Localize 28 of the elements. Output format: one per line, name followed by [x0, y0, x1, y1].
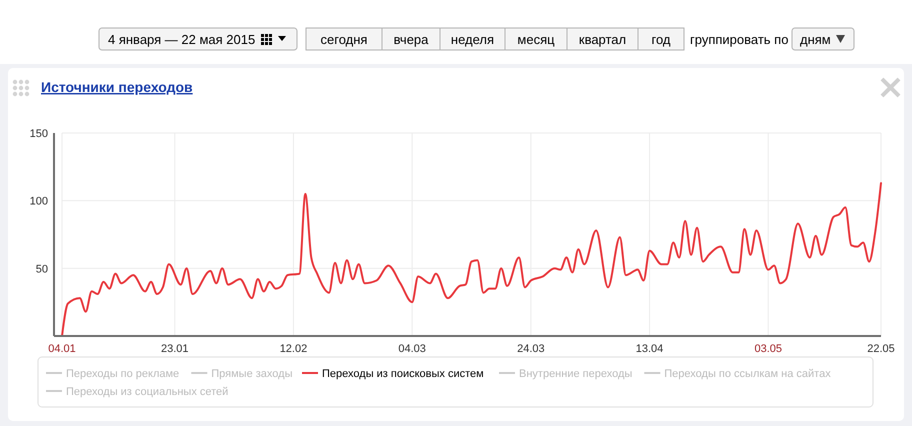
x-tick-label: 22.05 [867, 343, 895, 355]
legend-label: Прямые заходы [211, 368, 293, 380]
text: сегодня [320, 32, 368, 47]
y-tick-label: 100 [30, 196, 48, 208]
legend-label: Переходы по ссылкам на сайтах [664, 368, 832, 380]
x-tick-label: 13.04 [636, 343, 664, 355]
x-tick-label: 12.02 [280, 343, 308, 355]
text: группировать по [690, 32, 788, 47]
chart-title: Источники переходов [41, 79, 194, 95]
text: вчера [394, 32, 430, 47]
x-tick-label: 24.03 [517, 343, 545, 355]
x-tick-label: 04.01 [48, 343, 76, 355]
x-tick-label: 04.03 [398, 343, 426, 355]
legend-label: Переходы по рекламе [66, 368, 180, 380]
y-tick-label: 50 [36, 263, 48, 276]
text: неделя [450, 32, 494, 47]
legend-label: Переходы из социальных сетей [66, 386, 228, 398]
x-tick-label: 03.05 [754, 343, 782, 355]
x-tick-label: 23.01 [160, 343, 189, 355]
text: 4 января — 22 мая 2015 [108, 32, 256, 47]
text: месяц [517, 32, 556, 47]
text: квартал [578, 32, 626, 47]
text: год [652, 32, 671, 47]
legend-label: Переходы из поисковых систем [322, 368, 484, 380]
text: дням [800, 32, 831, 47]
y-tick-label: 150 [30, 128, 48, 140]
legend-label: Внутренние переходы [519, 368, 632, 380]
line-series [61, 182, 882, 337]
